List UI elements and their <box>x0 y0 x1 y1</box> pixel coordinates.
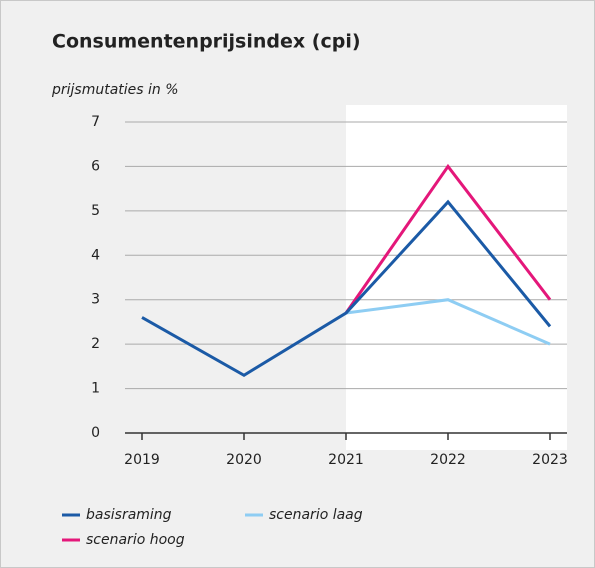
y-tick-label: 0 <box>91 425 100 441</box>
legend-label: scenario hoog <box>86 532 185 548</box>
y-tick-label: 7 <box>91 114 100 130</box>
legend-label: basisraming <box>86 507 172 523</box>
y-tick-label: 3 <box>91 292 100 308</box>
y-tick-label: 6 <box>91 158 100 174</box>
x-tick-label: 2020 <box>226 452 262 468</box>
x-tick-label: 2019 <box>124 452 160 468</box>
forecast-region <box>346 105 567 450</box>
chart-title: Consumentenprijsindex (cpi) <box>52 31 361 53</box>
series-line <box>141 199 552 377</box>
y-tick-label: 4 <box>91 247 100 263</box>
series-line <box>344 163 552 314</box>
x-tick-label: 2022 <box>430 452 466 468</box>
x-tick-label: 2023 <box>532 452 568 468</box>
legend-label: scenario laag <box>269 507 363 523</box>
y-axis-label: prijsmutaties in % <box>51 82 179 98</box>
y-tick-label: 5 <box>91 203 100 219</box>
y-tick-label: 1 <box>91 381 100 397</box>
series-line <box>345 298 551 346</box>
y-tick-label: 2 <box>91 336 100 352</box>
x-tick-label: 2021 <box>328 452 364 468</box>
